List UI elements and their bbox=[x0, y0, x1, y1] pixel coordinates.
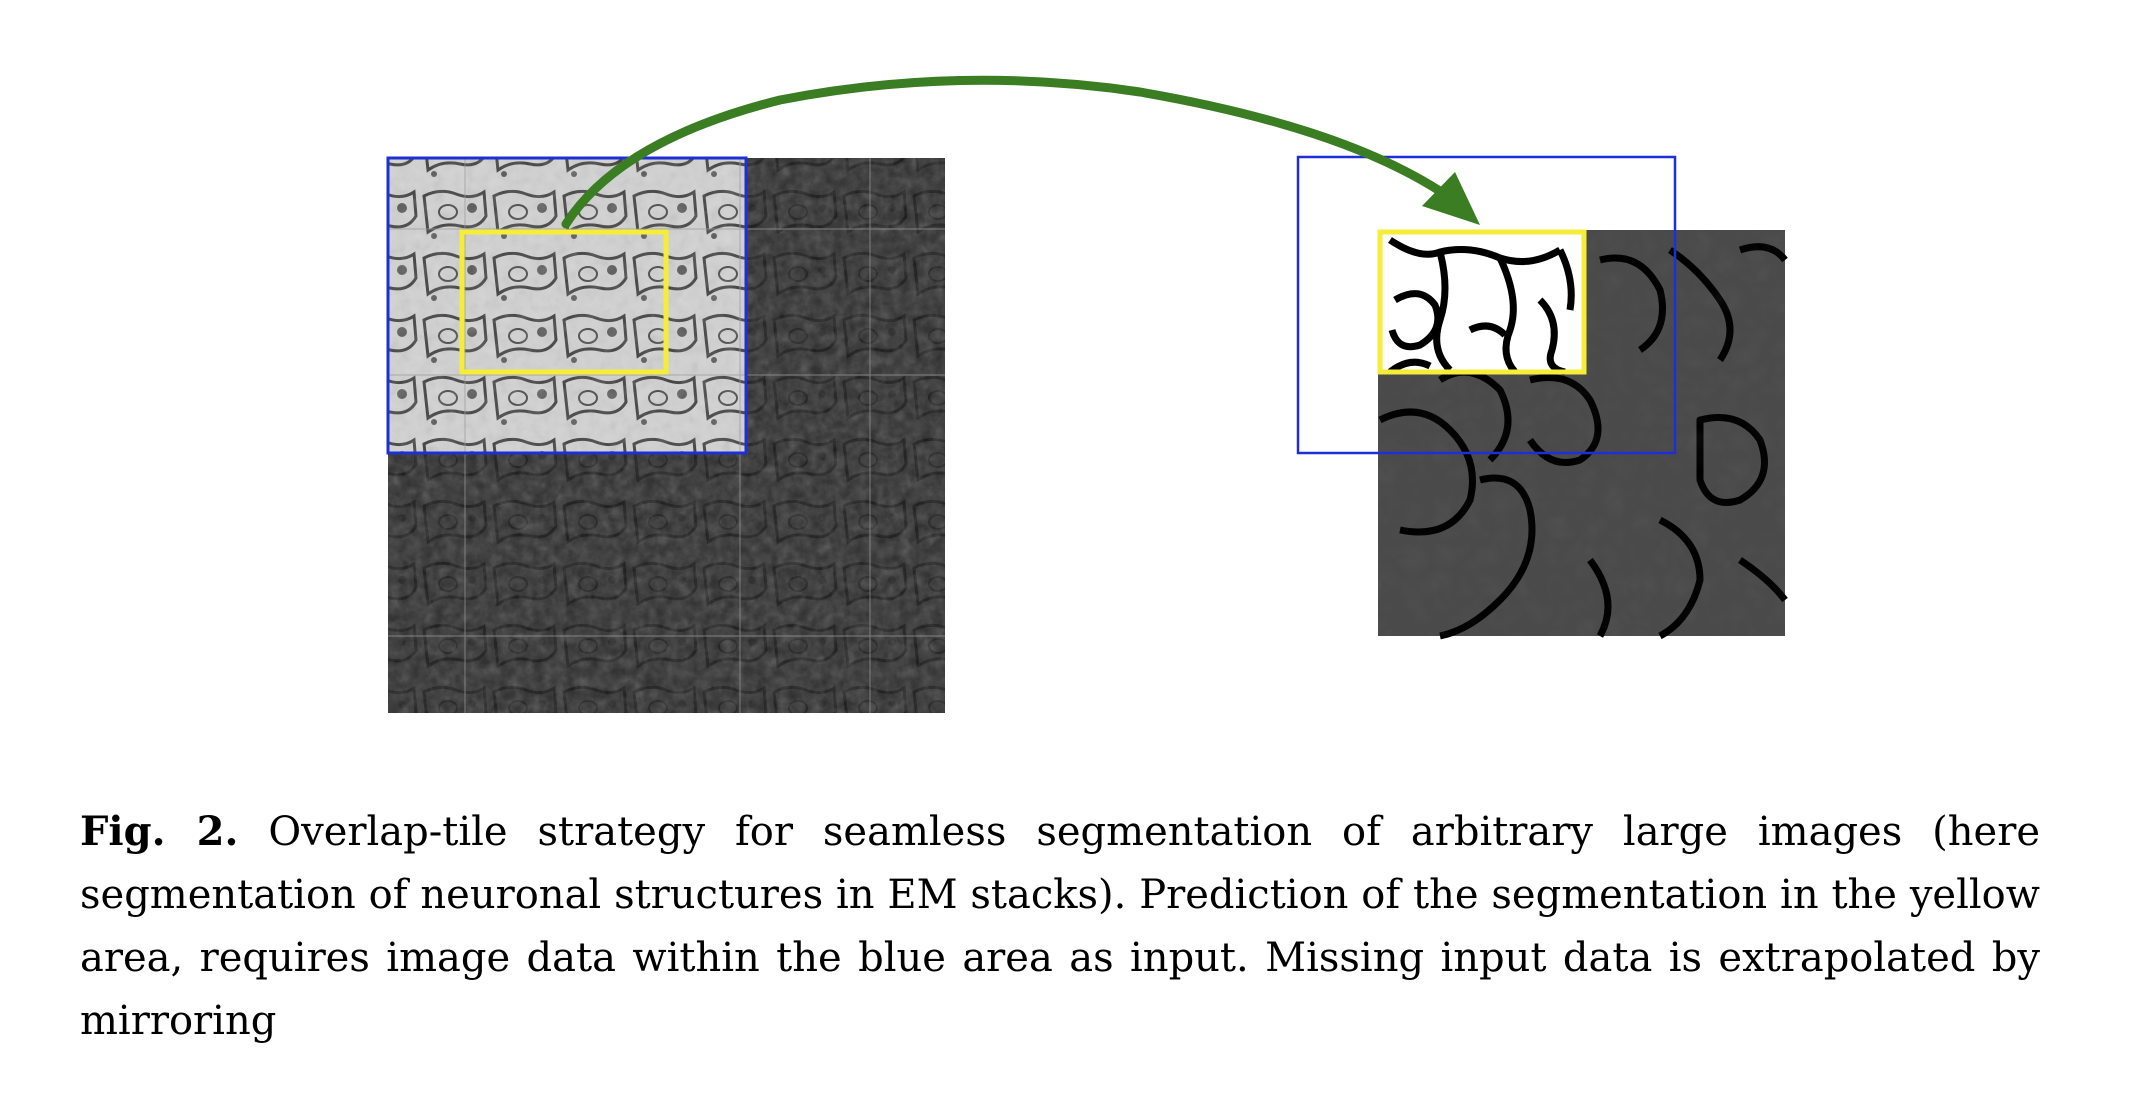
left-em-panel bbox=[386, 156, 945, 713]
right-segmentation-panel bbox=[1296, 155, 1788, 640]
output-region-box-right bbox=[1377, 229, 1587, 375]
figure-caption: Fig. 2. Overlap-tile strategy for seamle… bbox=[80, 800, 2040, 1053]
figure-label: Fig. 2. bbox=[80, 808, 239, 855]
arrow-head-icon bbox=[1422, 172, 1480, 225]
input-region-box-right bbox=[1296, 155, 1677, 455]
input-region-box bbox=[386, 156, 748, 455]
output-region-box bbox=[459, 229, 669, 375]
figure-caption-text: Overlap-tile strategy for seamless segme… bbox=[80, 809, 2041, 1044]
prediction-arrow bbox=[561, 75, 1465, 229]
